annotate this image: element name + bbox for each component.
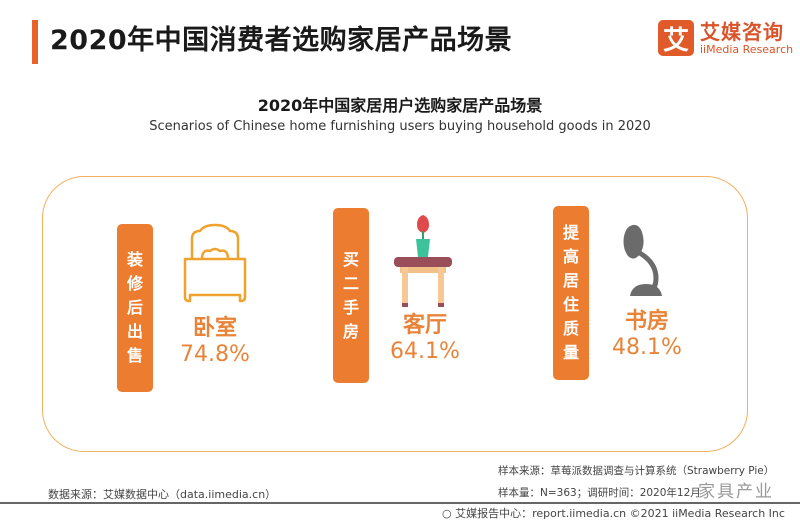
value-label-study: 48.1% (612, 335, 682, 360)
report-center-text: 艾媒报告中心：report.iimedia.cn ©2021 iiMedia R… (455, 507, 785, 520)
brand-logo: 艾 艾媒咨询 iiMedia Research (658, 20, 793, 56)
sample-source: 样本来源：草莓派数据调查与计算系统（Strawberry Pie） (498, 465, 775, 477)
scenario-char: 房 (342, 321, 359, 341)
bed-icon (180, 223, 250, 309)
scenario-pill-2: 买 二 手 房 (333, 208, 369, 383)
room-label-living-room: 客厅 (402, 313, 447, 338)
room-label-bedroom: 卧室 (192, 316, 237, 341)
scenario-char: 装 (126, 250, 143, 269)
watermark: 家具产业 (698, 482, 774, 502)
scenario-char: 售 (126, 346, 143, 365)
scenario-char: 买 (342, 249, 359, 269)
sample-size: 样本量：N=363；调研时间：2020年12月 (498, 487, 701, 499)
room-label-study: 书房 (624, 309, 669, 334)
value-label-bedroom: 74.8% (180, 342, 250, 367)
scenario-char: 后 (126, 298, 143, 317)
page-title: 2020年中国消费者选购家居产品场景 (50, 25, 513, 56)
logo-mark-icon: 艾 (658, 20, 694, 56)
scenario-char: 手 (342, 297, 359, 317)
scenario-char: 量 (562, 343, 579, 362)
scenario-char: 质 (562, 319, 579, 338)
scenario-pill-3: 提 高 居 住 质 量 (553, 206, 589, 380)
scenario-char: 出 (126, 322, 143, 341)
value-label-living-room: 64.1% (390, 339, 460, 364)
logo-name-en: iiMedia Research (700, 42, 794, 56)
desk-lamp-icon (622, 222, 668, 306)
scenario-char: 提 (562, 223, 579, 242)
footer-divider (0, 502, 800, 504)
scenario-char: 二 (342, 273, 359, 293)
title-accent-bar (32, 20, 38, 64)
scenario-char: 修 (126, 274, 143, 293)
scenario-frame (42, 176, 748, 452)
chart-title-en: Scenarios of Chinese home furnishing use… (149, 119, 651, 134)
scenario-char: 住 (562, 295, 579, 314)
logo-name-cn: 艾媒咨询 (700, 19, 784, 44)
scenario-char: 居 (562, 271, 579, 290)
scenario-char: 高 (562, 247, 579, 266)
side-table-with-flower-icon (392, 213, 454, 315)
globe-icon: ○ (442, 507, 452, 520)
data-source: 数据来源：艾媒数据中心（data.iimedia.cn） (48, 488, 277, 501)
scenario-pill-1: 装 修 后 出 售 (117, 224, 153, 392)
chart-title-cn: 2020年中国家居用户选购家居产品场景 (257, 96, 543, 115)
report-center-footer: ○ 艾媒报告中心：report.iimedia.cn ©2021 iiMedia… (442, 505, 785, 521)
